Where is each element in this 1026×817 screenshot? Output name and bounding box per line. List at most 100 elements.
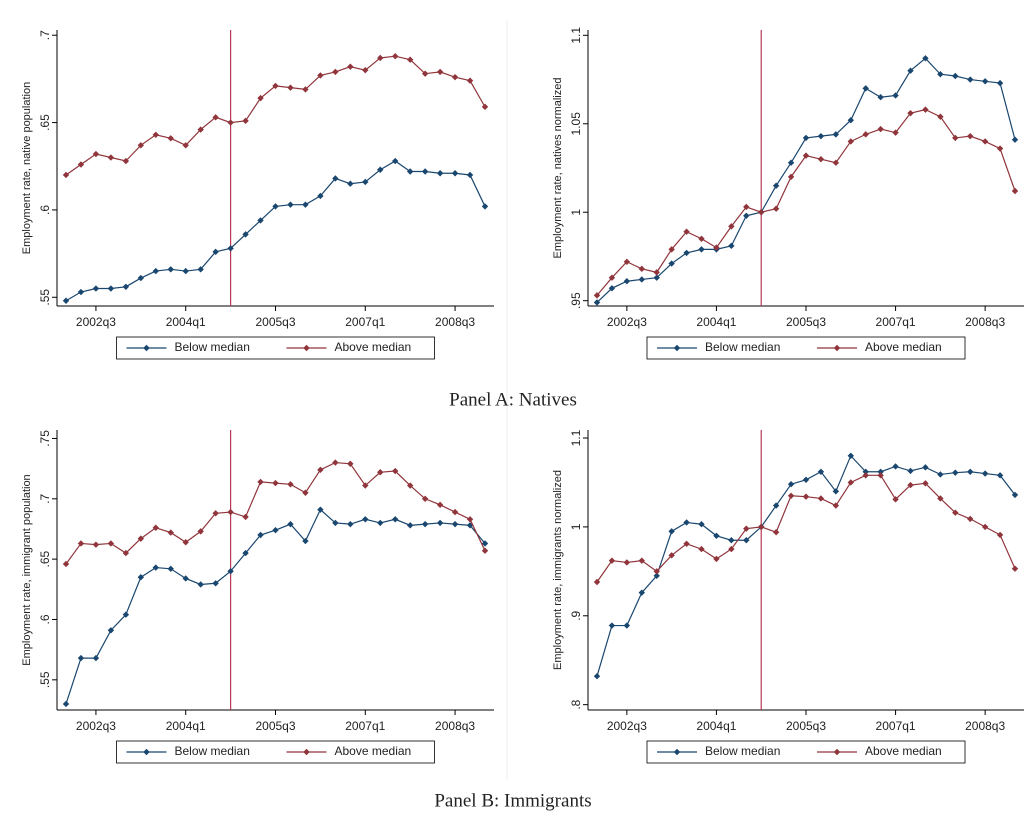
x-tick-label: 2008q3 <box>965 719 1005 733</box>
point <box>362 482 369 489</box>
point <box>787 159 795 166</box>
x-tick-label: 2005q3 <box>255 315 295 329</box>
point <box>743 525 750 532</box>
series-line <box>65 55 486 176</box>
point <box>317 192 324 200</box>
point <box>167 266 174 273</box>
point <box>347 180 354 187</box>
point <box>907 109 914 117</box>
point <box>272 526 279 534</box>
point <box>623 278 631 285</box>
point <box>332 68 339 76</box>
point <box>877 125 884 133</box>
point <box>167 135 174 142</box>
point <box>847 452 854 459</box>
point <box>743 212 750 219</box>
point <box>77 288 85 296</box>
point <box>257 217 264 224</box>
point <box>996 79 1004 87</box>
y-tick-label: .65 <box>38 114 52 131</box>
point <box>227 245 234 252</box>
point <box>638 276 645 283</box>
legend-marker <box>833 748 841 756</box>
point <box>698 235 705 242</box>
point <box>406 56 414 63</box>
x-tick-label: 2008q3 <box>435 315 475 329</box>
point <box>302 489 309 496</box>
point <box>817 132 825 140</box>
point <box>832 159 840 166</box>
point <box>683 540 690 547</box>
point <box>981 138 989 145</box>
legend-label: Below median <box>705 340 780 354</box>
point <box>197 266 204 273</box>
point <box>593 292 601 299</box>
point <box>967 76 974 83</box>
point <box>182 267 189 275</box>
point <box>1011 491 1019 499</box>
point <box>787 173 795 181</box>
point <box>317 72 324 79</box>
x-tick-label: 2004q1 <box>166 719 206 733</box>
point <box>638 557 645 564</box>
point <box>668 528 675 535</box>
point <box>608 274 616 281</box>
point <box>877 472 884 479</box>
point <box>728 242 735 250</box>
point <box>481 203 489 210</box>
point <box>92 285 100 292</box>
point <box>653 568 660 575</box>
point <box>981 78 989 85</box>
point <box>937 471 944 478</box>
point <box>302 537 309 545</box>
point <box>967 132 974 140</box>
panel-label: Panel A: Natives <box>449 389 577 410</box>
point <box>862 85 869 92</box>
point <box>907 67 914 74</box>
point <box>668 552 675 559</box>
point <box>1011 187 1019 195</box>
point <box>242 549 249 557</box>
point <box>242 513 249 521</box>
y-tick-label: .9 <box>569 610 583 620</box>
point <box>952 469 959 476</box>
point <box>743 203 750 211</box>
point <box>332 519 339 527</box>
legend-marker <box>303 748 310 756</box>
point <box>623 559 631 566</box>
point <box>152 267 159 275</box>
point <box>981 523 989 531</box>
point <box>772 529 780 536</box>
point <box>802 134 810 142</box>
point <box>332 459 339 466</box>
point <box>772 205 780 212</box>
point <box>683 519 690 526</box>
point <box>77 540 85 547</box>
point <box>362 66 369 74</box>
point <box>481 103 489 111</box>
point <box>182 575 189 582</box>
series-line <box>65 461 486 565</box>
point <box>847 117 854 124</box>
point <box>227 508 234 516</box>
point <box>137 274 145 282</box>
point <box>466 522 474 529</box>
y-tick-label: .6 <box>38 614 52 624</box>
series-line <box>596 454 1016 677</box>
point <box>62 700 70 708</box>
point <box>317 506 324 513</box>
point <box>832 502 840 509</box>
point <box>907 467 914 475</box>
point <box>421 520 429 528</box>
point <box>608 622 616 629</box>
point <box>421 168 429 175</box>
legend-label: Below median <box>705 744 780 758</box>
point <box>967 515 974 523</box>
point <box>451 508 459 516</box>
point <box>847 479 854 486</box>
point <box>122 611 130 618</box>
point <box>272 82 279 90</box>
point <box>787 492 795 499</box>
point <box>107 154 115 161</box>
legend-box <box>116 740 435 764</box>
